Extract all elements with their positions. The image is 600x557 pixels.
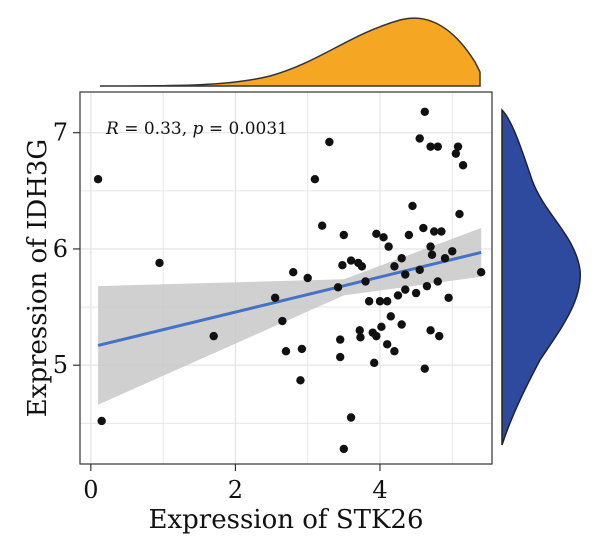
data-point: [336, 335, 345, 344]
data-point: [379, 233, 388, 242]
data-point: [369, 358, 379, 368]
data-point: [355, 326, 364, 335]
data-points: [93, 107, 486, 454]
x-tick-label: 0: [83, 476, 98, 504]
correlation-annotation: R = 0.33, p = 0.0031: [105, 119, 288, 139]
data-point: [411, 288, 421, 298]
axis-ticks: 0 2 4 5 6 7: [53, 119, 388, 504]
data-point: [384, 242, 393, 251]
data-point: [426, 242, 435, 251]
data-point: [339, 444, 349, 454]
data-point: [415, 134, 424, 143]
data-point: [97, 416, 106, 426]
data-point: [401, 270, 410, 279]
data-point: [346, 413, 356, 422]
data-point: [356, 333, 365, 342]
data-point: [336, 352, 345, 362]
data-point: [420, 364, 429, 373]
data-point: [440, 254, 450, 263]
data-point: [325, 137, 334, 147]
p-value: = 0.0031: [203, 119, 288, 139]
r-value: = 0.33,: [119, 119, 193, 139]
data-point: [361, 277, 370, 286]
y-tick-label: 6: [53, 235, 68, 263]
data-point: [372, 331, 381, 341]
data-point: [444, 293, 453, 302]
data-point: [317, 221, 327, 230]
data-point: [209, 331, 218, 341]
data-point: [458, 161, 468, 170]
r-label: R: [105, 119, 119, 139]
data-point: [278, 316, 287, 326]
x-tick-label: 2: [228, 476, 243, 504]
data-point: [415, 265, 424, 275]
data-point: [270, 293, 280, 302]
plot-panel: 0 2 4 5 6 7: [53, 91, 493, 504]
data-point: [476, 267, 486, 277]
data-point: [390, 262, 399, 271]
marginal-density-y: [501, 108, 581, 446]
confidence-band: [98, 228, 482, 405]
data-point: [427, 250, 437, 259]
data-point: [333, 283, 343, 292]
p-label: p: [193, 119, 204, 139]
data-point: [426, 326, 435, 335]
data-point: [386, 312, 396, 321]
data-point: [397, 254, 406, 263]
y-tick-label: 7: [53, 119, 68, 147]
data-point: [397, 320, 406, 329]
data-point: [281, 347, 291, 356]
data-point: [404, 230, 414, 240]
data-point: [435, 331, 444, 341]
data-point: [408, 201, 417, 211]
data-point: [419, 223, 428, 233]
data-point: [382, 340, 392, 349]
data-point: [377, 322, 386, 332]
data-point: [346, 256, 356, 265]
y-tick-label: 5: [53, 351, 68, 379]
data-point: [93, 174, 103, 184]
data-point: [155, 258, 164, 268]
data-point: [433, 277, 442, 286]
data-point: [303, 273, 312, 283]
data-point: [364, 297, 374, 306]
y-axis-title: Expression of IDH3G: [23, 139, 53, 417]
data-point: [339, 230, 349, 240]
data-point: [455, 209, 464, 219]
data-point: [429, 227, 439, 236]
data-point: [426, 142, 435, 151]
data-point: [453, 142, 463, 151]
data-point: [310, 174, 320, 184]
data-point: [393, 291, 403, 300]
data-point: [420, 107, 429, 116]
data-point: [437, 227, 446, 236]
data-point: [372, 229, 381, 239]
data-point: [357, 262, 367, 271]
data-point: [401, 285, 410, 294]
data-point: [375, 297, 385, 306]
marginal-density-x: [99, 17, 481, 87]
data-point: [390, 347, 399, 356]
data-point: [382, 297, 392, 306]
data-point: [296, 376, 305, 385]
data-point: [289, 267, 298, 277]
data-point: [297, 344, 307, 354]
x-tick-label: 4: [372, 476, 387, 504]
data-point: [422, 281, 432, 291]
data-point: [433, 142, 442, 151]
plot-frame: [79, 91, 493, 465]
x-axis-title: Expression of STK26: [149, 505, 424, 535]
data-point: [448, 247, 457, 256]
data-point: [338, 261, 347, 270]
data-point: [451, 149, 461, 158]
